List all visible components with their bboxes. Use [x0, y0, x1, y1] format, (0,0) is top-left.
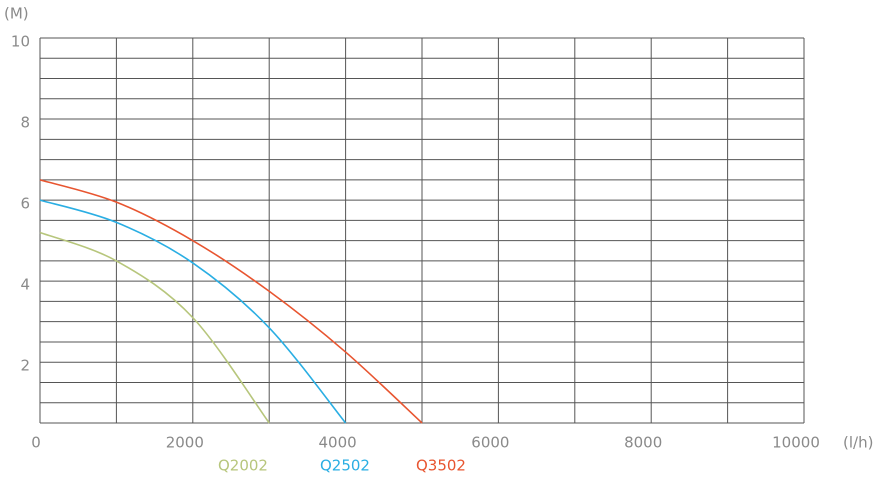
x-axis-label: (l/h)	[843, 434, 873, 452]
x-tick-label: 6000	[471, 434, 509, 452]
x-tick-label: 2000	[166, 434, 204, 452]
series-line	[39, 231, 270, 424]
x-tick-label: 10000	[772, 434, 820, 452]
y-tick-label: 10	[11, 33, 30, 51]
y-tick-label: 4	[20, 276, 30, 294]
y-axis-label: (M)	[4, 5, 29, 23]
series-line	[39, 179, 423, 424]
x-tick-label: 0	[31, 434, 41, 452]
legend-label: Q2502	[320, 457, 370, 475]
y-tick-label: 2	[20, 357, 30, 375]
x-tick-label: 8000	[624, 434, 662, 452]
y-tick-label: 8	[20, 114, 30, 132]
legend-label: Q3502	[416, 457, 466, 475]
series-line	[39, 199, 347, 424]
x-tick-label: 4000	[319, 434, 357, 452]
y-tick-label: 6	[20, 195, 30, 213]
legend-label: Q2002	[218, 457, 268, 475]
